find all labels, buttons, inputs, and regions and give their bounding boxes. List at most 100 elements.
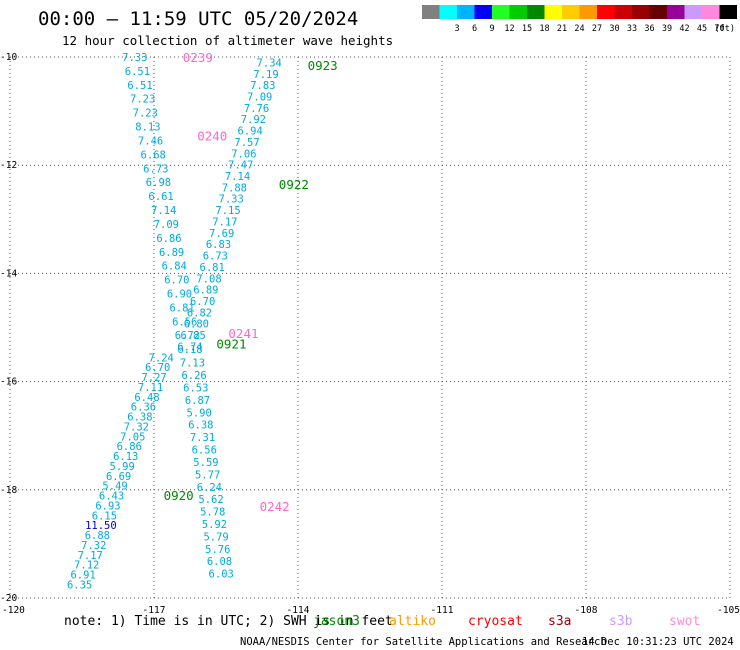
color-scale-label: 39 [662,24,672,34]
color-scale-unit: (ft) [715,24,735,34]
wave-height-value: 8.13 [135,122,160,134]
color-scale-label: 12 [504,24,514,34]
color-scale-swatch [474,5,492,19]
wave-height-value: 6.18 [177,344,202,356]
wave-height-value: 6.68 [141,149,166,161]
color-scale-label: 36 [644,24,654,34]
wave-height-value: 6.51 [127,80,152,92]
wave-height-value: 7.12 [74,560,99,572]
x-tick-label: -120 [2,605,25,616]
wave-height-value: 6.13 [113,451,138,463]
color-scale-label: 30 [609,24,619,34]
wave-height-value: 7.05 [120,431,145,443]
axis-labels: -120 -117 -114 -111 -108 -105 -10 -12 -14 -16 -18 -… [0,52,740,616]
wave-height-value: 5.78 [200,507,225,519]
y-tick-label: -10 [0,52,17,63]
wave-height-value: 6.08 [207,556,232,568]
wave-height-value: 6.38 [127,412,152,424]
wave-height-value: 7.19 [253,69,278,81]
satellite-legend-item: swot [669,614,700,629]
wave-height-value: 6.69 [106,471,131,483]
color-scale-label: 3 [454,24,459,34]
wave-height-value: 6.89 [193,285,218,297]
wave-height-value: 7.33 [122,52,147,64]
color-scale-label: 45 [697,24,707,34]
x-tick-label: -108 [575,605,598,616]
satellite-legend-item: cryosat [468,614,523,629]
wave-height-value: 11.50 [85,520,117,532]
wave-height-value: 7.88 [222,182,247,194]
wave-height-color-scale: 3 6 9 12 15 18 21 24 27 30 33 36 39 42 45 70(ft) [422,5,737,34]
y-tick-label: -20 [0,593,17,604]
pass-label: 0242 [260,499,290,514]
wave-height-value: 5.49 [102,481,127,493]
color-scale-swatch [579,5,597,19]
wave-height-value: 6.85 [181,330,206,342]
wave-height-value: 6.91 [70,570,95,582]
wave-height-value: 7.92 [241,114,266,126]
wave-height-value: 6.15 [92,510,117,522]
pass-label: 0923 [308,58,338,73]
wave-height-value: 7.47 [228,160,253,172]
color-scale-swatch [649,5,667,19]
satellite-legend-item: jason3 [313,614,360,629]
wave-height-value: 6.83 [206,239,231,251]
wave-height-value: 7.32 [124,421,149,433]
x-tick-label: -111 [431,605,454,616]
wave-height-value: 6.90 [167,288,192,300]
pass-label: 0240 [197,128,227,143]
wave-height-value: 6.43 [99,491,124,503]
wave-height-value: 5.92 [202,519,227,531]
pass-labels: 0239 0240 0241 0242 0923 0922 0921 0920 [164,50,338,514]
wave-height-value: 6.36 [131,402,156,414]
wave-height-value: 5.62 [198,494,223,506]
wave-height-value: 6.70 [190,296,215,308]
footer-note: note: 1) Time is in UTC; 2) SWH is in fe… [64,614,393,629]
wave-height-value: 6.72 [175,330,200,342]
wave-height-value: 6.84 [162,261,187,273]
satellite-legend-item: s3b [609,614,633,629]
wave-height-value: 6.53 [183,382,208,394]
wave-height-value: 5.59 [193,457,218,469]
wave-height-value: 6.35 [67,579,92,591]
wave-height-value: 6.61 [148,191,173,203]
wave-height-value: 6.86 [117,441,142,453]
wave-height-value: 6.80 [184,319,209,331]
y-tick-label: -16 [0,377,17,388]
map-grid [9,56,731,599]
wave-height-value: 6.73 [203,251,228,263]
wave-height-value: 5.77 [195,469,220,481]
wave-height-value: 6.93 [95,500,120,512]
wave-height-value: 7.08 [196,273,221,285]
wave-height-value: 7.69 [209,228,234,240]
satellite-legend: jason3 altiko cryosat s3a s3b swot [313,614,700,629]
color-scale-swatch [457,5,475,19]
wave-height-value: 6.89 [159,247,184,259]
wave-height-value: 7.46 [138,135,163,147]
y-tick-label: -12 [0,160,17,171]
wave-height-value: 7.11 [138,382,163,394]
color-scale-swatch [562,5,580,19]
wave-height-value: 5.99 [110,461,135,473]
pass-label: 0922 [279,177,309,192]
wave-height-value: 6.94 [238,126,263,138]
wave-height-value: 5.79 [203,531,228,543]
color-scale-label: 9 [489,24,494,34]
pass-label: 0920 [164,488,194,503]
wave-height-value: 6.70 [164,275,189,287]
color-scale-swatch [544,5,562,19]
color-scale-label: 15 [522,24,532,34]
wave-height-value: 6.81 [169,302,194,314]
wave-height-value: 5.90 [187,407,212,419]
wave-height-value: 7.27 [141,372,166,384]
color-scale-swatch [527,5,545,19]
color-scale-label: 42 [679,24,689,34]
wave-height-tracks: 7.33 6.51 6.51 7.23 7.23 8.137.46 6.68 6.73 6.98… [67,52,282,591]
pass-label: 0241 [228,326,258,341]
color-scale-swatch [509,5,527,19]
color-scale-swatch [614,5,632,19]
footer-credit: NOAA/NESDIS Center for Satellite Applica… [240,636,607,648]
wave-height-value: 7.31 [190,432,215,444]
wave-height-value: 6.38 [188,420,213,432]
